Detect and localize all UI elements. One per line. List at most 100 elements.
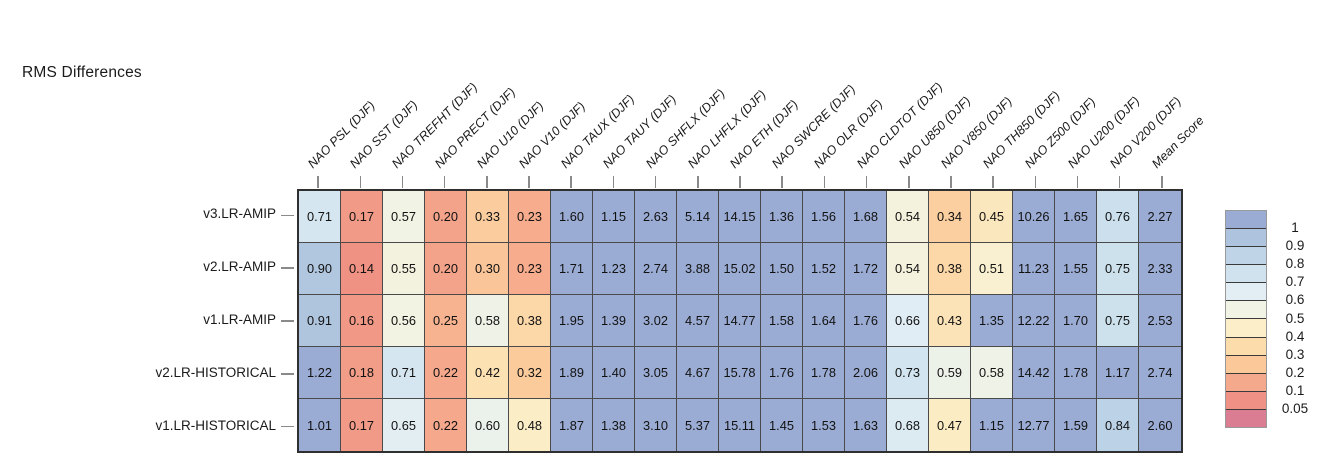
column-label: NAO SHFLX (DJF) [642, 86, 728, 171]
heatmap-cell: 1.70 [1055, 295, 1097, 347]
column-label: NAO PRECT (DJF) [431, 84, 518, 171]
heatmap-cell: 14.42 [1013, 347, 1055, 399]
heatmap-cell: 0.17 [341, 399, 383, 451]
heatmap-cell: 2.53 [1139, 295, 1181, 347]
column-tick [654, 176, 657, 188]
colorbar-tick-label: 0.8 [1285, 256, 1305, 271]
heatmap-cell: 1.55 [1055, 243, 1097, 295]
heatmap-cell: 0.76 [1097, 191, 1139, 243]
heatmap-cell: 1.45 [761, 399, 803, 451]
colorbar-segment [1226, 247, 1266, 266]
heatmap-cell: 0.57 [383, 191, 425, 243]
heatmap-cell: 12.22 [1013, 295, 1055, 347]
colorbar-segment [1226, 337, 1266, 356]
heatmap-cell: 0.54 [887, 191, 929, 243]
heatmap-cell: 14.15 [719, 191, 761, 243]
column-tick [486, 176, 488, 188]
row-tick [281, 373, 294, 375]
heatmap-cell: 3.10 [635, 399, 677, 451]
heatmap-cell: 1.76 [845, 295, 887, 347]
heatmap-cell: 1.78 [1055, 347, 1097, 399]
column-label: NAO TAUX (DJF) [558, 92, 638, 171]
heatmap-cell: 0.55 [383, 243, 425, 295]
heatmap-cell: 1.39 [593, 295, 635, 347]
heatmap-cell: 1.78 [803, 347, 845, 399]
column-tick [570, 176, 572, 188]
heatmap-cell: 0.16 [341, 295, 383, 347]
row-tick [281, 425, 294, 428]
heatmap-cell: 1.36 [761, 191, 803, 243]
colorbar-segment [1226, 265, 1266, 284]
heatmap-cell: 1.15 [593, 191, 635, 243]
heatmap-cell: 1.63 [845, 399, 887, 451]
column-tick [781, 176, 783, 188]
heatmap-cell: 0.48 [509, 399, 551, 451]
heatmap-cell: 1.53 [803, 399, 845, 451]
heatmap-grid: 0.71 0.17 0.57 0.20 0.33 0.23 1.60 1.15 2.63 5.14… [297, 189, 1183, 453]
colorbar-tick-label: 0.4 [1285, 328, 1305, 344]
colorbar-tick-label: 0.3 [1285, 346, 1305, 362]
colorbar-segment [1226, 229, 1266, 248]
heatmap-cell: 2.74 [1139, 347, 1181, 399]
heatmap-cell: 14.77 [719, 295, 761, 347]
column-tick [739, 176, 741, 188]
heatmap-cell: 1.60 [551, 191, 593, 243]
colorbar-segment [1226, 283, 1266, 302]
colorbar-tick-label: 0.05 [1281, 401, 1309, 417]
colorbar-tick-label: 0.7 [1285, 274, 1305, 290]
column-label: NAO TAUY (DJF) [600, 92, 680, 171]
heatmap-cell: 0.22 [425, 399, 467, 451]
heatmap-cell: 1.64 [803, 295, 845, 347]
row-tick [281, 267, 294, 269]
heatmap-cell: 1.59 [1055, 399, 1097, 451]
heatmap-cell: 1.22 [299, 347, 341, 399]
heatmap-cell: 0.25 [425, 295, 467, 347]
colorbar-tick-label: 1 [1291, 219, 1299, 235]
column-tick [1076, 176, 1079, 188]
heatmap-cell: 2.06 [845, 347, 887, 399]
heatmap-cell: 1.35 [971, 295, 1013, 347]
heatmap-cell: 5.37 [677, 399, 719, 451]
heatmap-cell: 1.95 [551, 295, 593, 347]
heatmap-cell: 11.23 [1013, 243, 1055, 295]
heatmap-cell: 2.33 [1139, 243, 1181, 295]
column-tick [443, 176, 446, 188]
heatmap-cell: 12.77 [1013, 399, 1055, 451]
column-tick [697, 176, 699, 188]
heatmap-cell: 0.68 [887, 399, 929, 451]
heatmap-cell: 0.38 [929, 243, 971, 295]
heatmap-cell: 1.52 [803, 243, 845, 295]
heatmap-cell: 5.14 [677, 191, 719, 243]
row-label: v1.LR-HISTORICAL [155, 417, 276, 433]
heatmap-cell: 0.32 [509, 347, 551, 399]
column-tick [823, 176, 826, 188]
column-tick [908, 176, 910, 188]
colorbar-segment [1226, 301, 1266, 320]
column-label: NAO LHFLX (DJF) [684, 87, 769, 171]
heatmap-cell: 1.38 [593, 399, 635, 451]
colorbar-segment [1226, 373, 1266, 392]
heatmap-cell: 0.54 [887, 243, 929, 295]
heatmap-cell: 4.57 [677, 295, 719, 347]
heatmap-cell: 0.45 [971, 191, 1013, 243]
heatmap-cell: 0.84 [1097, 399, 1139, 451]
heatmap-cell: 3.02 [635, 295, 677, 347]
heatmap-cell: 0.20 [425, 243, 467, 295]
heatmap-cell: 0.42 [467, 347, 509, 399]
colorbar-segment [1226, 355, 1266, 374]
colorbar-tick-label: 0.9 [1285, 237, 1305, 253]
heatmap-cell: 1.72 [845, 243, 887, 295]
row-tick [281, 320, 294, 322]
heatmap-cell: 1.68 [845, 191, 887, 243]
heatmap-cell: 0.14 [341, 243, 383, 295]
heatmap-cell: 0.75 [1097, 295, 1139, 347]
colorbar-segment [1226, 391, 1266, 410]
heatmap-cell: 1.56 [803, 191, 845, 243]
heatmap-cell: 0.34 [929, 191, 971, 243]
heatmap-cell: 15.11 [719, 399, 761, 451]
heatmap-cell: 2.27 [1139, 191, 1181, 243]
heatmap-cell: 15.02 [719, 243, 761, 295]
heatmap-cell: 1.76 [761, 347, 803, 399]
heatmap-cell: 1.71 [551, 243, 593, 295]
